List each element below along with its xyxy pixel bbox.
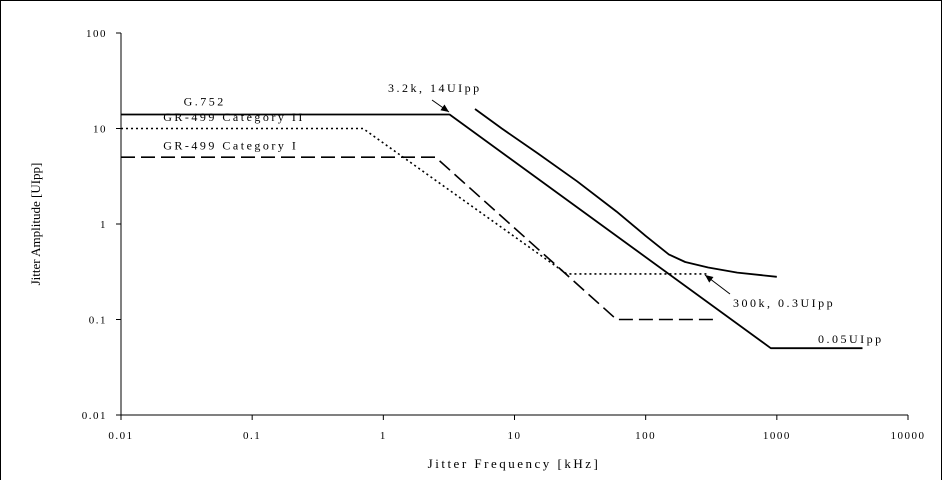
x-tick-label: 0.01 <box>108 430 133 442</box>
annotations: G.752 GR-499 Category II GR-499 Category I… <box>163 81 884 346</box>
y-tick-label: 10 <box>93 124 107 136</box>
y-ticks: 0.01 0.1 1 10 100 <box>82 28 121 422</box>
y-tick-label: 0.1 <box>89 315 107 327</box>
series-label: GR-499 Category I <box>163 139 298 153</box>
x-tick-label: 10000 <box>891 430 926 442</box>
x-axis-title: Jitter Frequency [kHz] <box>428 456 601 471</box>
x-tick-label: 10 <box>508 430 522 442</box>
annotation-arrowhead <box>705 275 714 283</box>
y-tick-label: 0.01 <box>82 410 107 422</box>
annotation-arrowhead <box>440 104 449 112</box>
y-tick-label: 1 <box>100 219 107 231</box>
annotation-label: 3.2k, 14UIpp <box>388 81 482 95</box>
series-label: GR-499 Category II <box>163 110 305 124</box>
series-line-4 <box>474 108 777 278</box>
x-tick-label: 1 <box>380 430 387 442</box>
series-group <box>121 108 863 350</box>
annotation-label: 0.05UIpp <box>818 332 884 346</box>
series-label: G.752 <box>184 94 226 108</box>
annotation-label: 300k, 0.3UIpp <box>733 296 835 310</box>
y-axis-title: Jitter Amplitude [UIpp] <box>28 163 43 286</box>
series-line-1 <box>121 113 863 350</box>
y-tick-label: 100 <box>86 28 107 40</box>
x-tick-label: 0.1 <box>243 430 261 442</box>
x-ticks: 0.01 0.1 1 10 100 1000 10000 <box>108 415 926 442</box>
x-tick-label: 100 <box>635 430 656 442</box>
series-line-3 <box>121 156 717 321</box>
x-tick-label: 1000 <box>763 430 791 442</box>
series-line-2 <box>121 127 709 275</box>
